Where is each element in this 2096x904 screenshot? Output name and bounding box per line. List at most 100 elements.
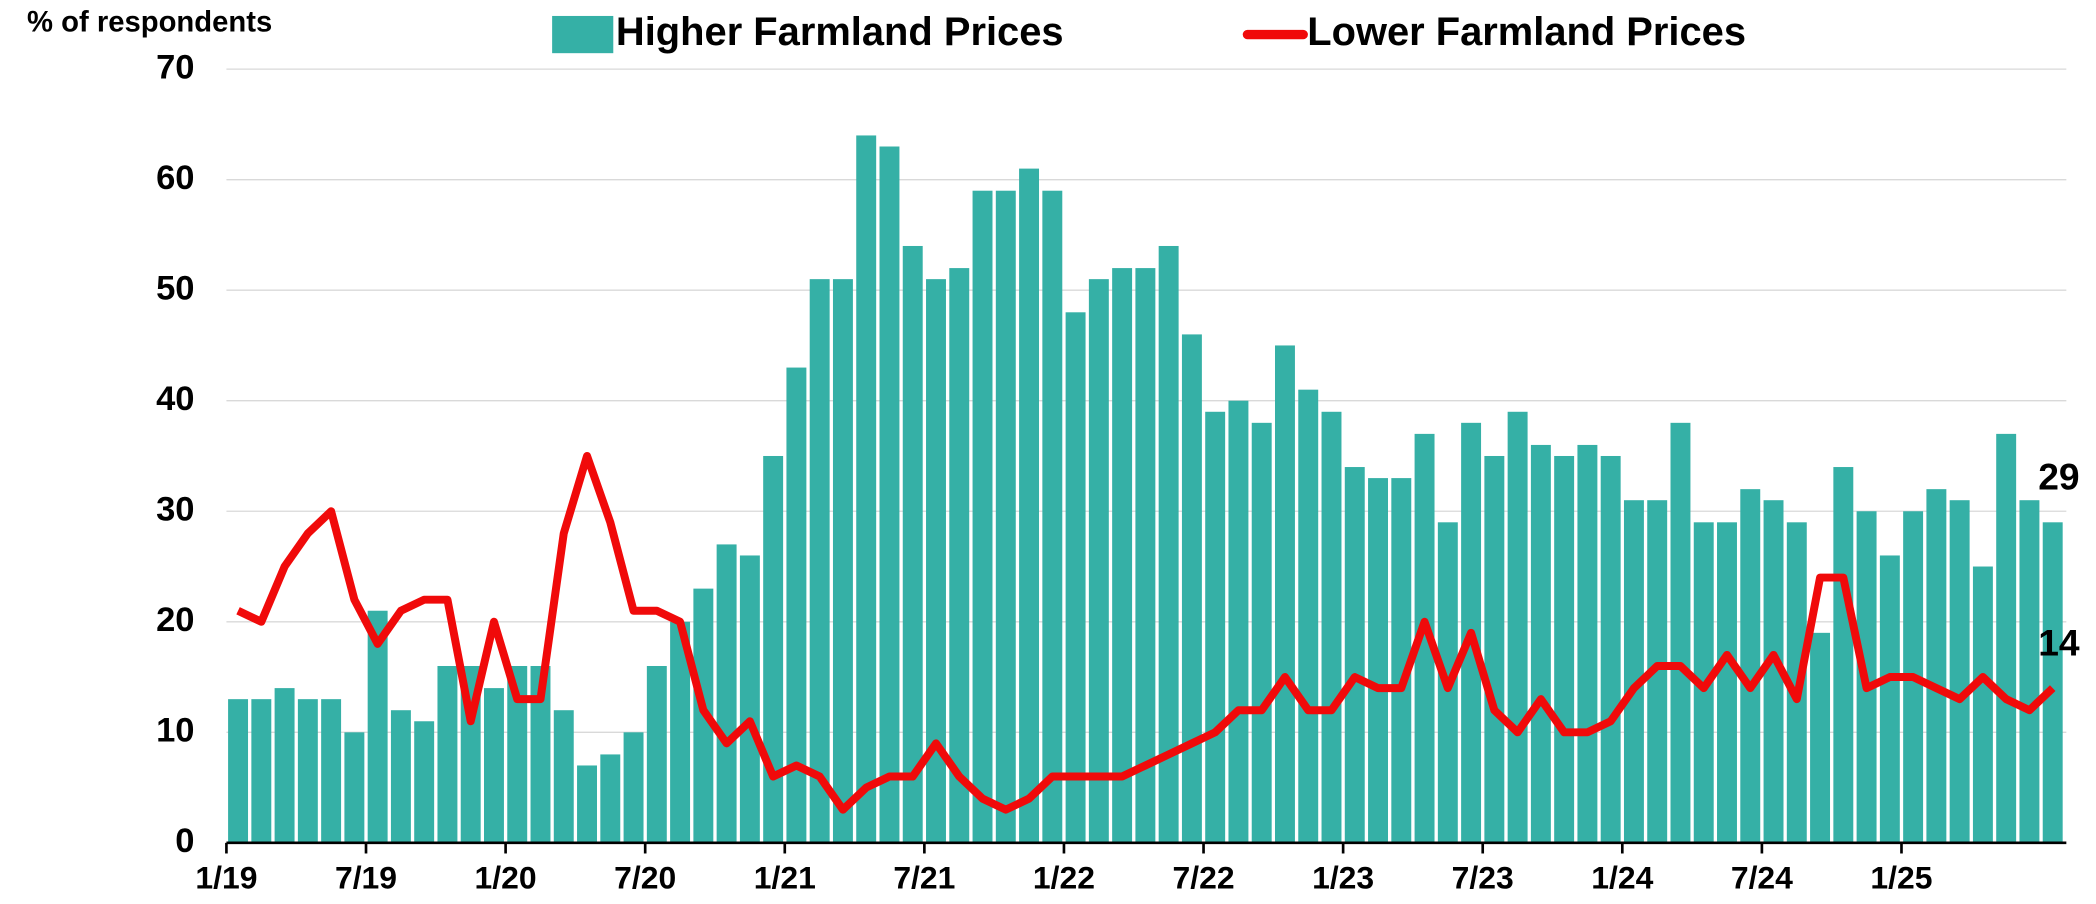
bar (321, 699, 342, 843)
bar (1623, 500, 1644, 843)
legend-swatch (552, 15, 614, 54)
bar (1368, 478, 1388, 843)
bar (228, 699, 249, 843)
bar (437, 665, 458, 843)
bar (577, 765, 597, 843)
bar (623, 732, 644, 843)
legend-label: Higher Farmland Prices (616, 10, 1064, 54)
bar (1833, 467, 1854, 843)
bar (856, 135, 877, 843)
line (236, 451, 2056, 814)
bar (367, 610, 388, 843)
bar (972, 190, 993, 843)
y-tick-label: 10 (156, 711, 194, 749)
y-tick-label: 40 (156, 380, 194, 418)
bar (1181, 334, 1202, 843)
y-tick-label: 30 (156, 490, 194, 528)
bar (297, 699, 318, 843)
bar (949, 268, 970, 843)
bar (1647, 500, 1668, 843)
bar (1554, 455, 1575, 843)
x-tick-label: 7/20 (614, 859, 676, 895)
x-tick-label: 1/22 (1033, 859, 1095, 895)
y-tick-label: 70 (156, 48, 194, 86)
y-tick-label: 60 (156, 159, 194, 197)
bar (390, 710, 411, 843)
bar (1763, 500, 1784, 843)
bar (1670, 422, 1691, 843)
bar (1298, 389, 1319, 843)
x-tick-label: 1/19 (195, 859, 257, 895)
bar (670, 621, 691, 843)
x-tick-label: 7/21 (893, 859, 955, 895)
bar (2042, 522, 2063, 843)
y-tick-label: 50 (156, 269, 194, 307)
bar (739, 555, 760, 843)
bar (1135, 268, 1156, 843)
x-tick-label: 1/23 (1312, 859, 1374, 895)
x-tick-label: 1/24 (1591, 859, 1653, 895)
bar (274, 688, 295, 843)
bar (832, 279, 853, 843)
bar (902, 245, 923, 843)
data-label: 14 (2038, 621, 2080, 663)
bar (1344, 467, 1365, 843)
bar (809, 279, 830, 843)
bar (1019, 168, 1040, 843)
data-label: 29 (2038, 456, 2079, 498)
bar (1251, 422, 1272, 843)
x-tick-label: 7/22 (1173, 859, 1235, 895)
bar (251, 699, 272, 843)
bar (763, 455, 784, 843)
bar (1717, 522, 1737, 843)
bar (879, 146, 900, 843)
bar (1926, 489, 1947, 843)
bar (1879, 555, 1900, 843)
bar (530, 665, 551, 843)
bar (414, 721, 435, 843)
bar (1321, 411, 1342, 843)
bar (1042, 190, 1063, 843)
bar (1996, 433, 2017, 843)
legend-label: Lower Farmland Prices (1307, 10, 1746, 54)
bar (1810, 632, 1831, 843)
bar (1600, 455, 1621, 843)
bar (1228, 400, 1249, 843)
bar (646, 665, 667, 843)
bar (1065, 312, 1086, 843)
bar (1507, 411, 1528, 843)
bar (1112, 268, 1133, 843)
y-axis-title: % of respondents (27, 7, 272, 39)
bar (1158, 245, 1179, 843)
bar (1484, 455, 1505, 843)
bar (1205, 411, 1226, 843)
x-tick-label: 7/19 (335, 859, 397, 895)
bar (995, 190, 1016, 843)
bar (507, 665, 528, 843)
bar (1391, 478, 1412, 843)
bar (483, 688, 504, 843)
bar (1972, 566, 1993, 843)
bar (553, 710, 574, 843)
bar (1740, 489, 1761, 843)
bar (786, 367, 807, 843)
x-tick-label: 7/24 (1731, 859, 1793, 895)
bar (600, 754, 621, 843)
bar (2019, 500, 2040, 843)
y-tick-label: 20 (156, 601, 194, 639)
bar (1088, 279, 1109, 843)
bar (926, 279, 946, 843)
bar (1949, 500, 1970, 843)
bar (1577, 444, 1598, 843)
bar (344, 732, 365, 843)
x-tick-label: 1/21 (754, 859, 816, 895)
y-tick-label: 0 (175, 822, 194, 860)
x-tick-label: 1/25 (1870, 859, 1932, 895)
bar (1530, 444, 1551, 843)
bar (1414, 433, 1435, 843)
x-tick-label: 1/20 (475, 859, 537, 895)
bar (716, 544, 737, 843)
bar (1274, 345, 1295, 843)
x-tick-label: 7/23 (1452, 859, 1514, 895)
